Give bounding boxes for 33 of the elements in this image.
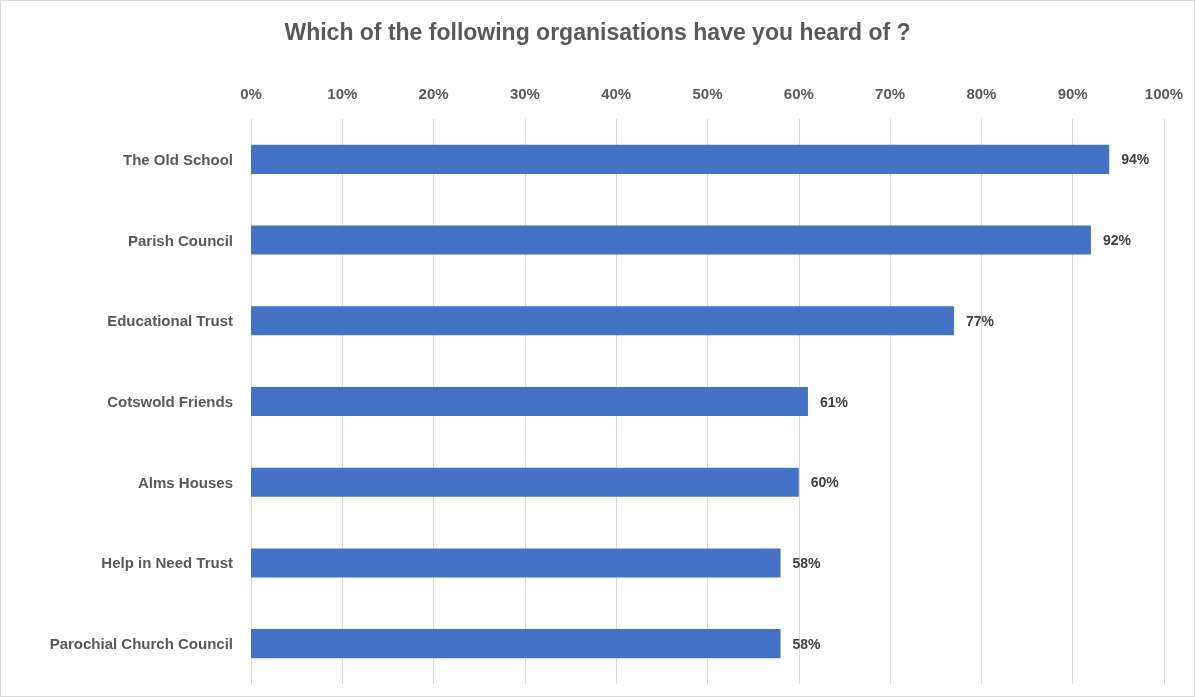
x-tick-label: 0%	[240, 85, 262, 102]
data-label: 94%	[1121, 151, 1150, 168]
x-tick-label: 70%	[875, 85, 906, 102]
x-tick-label: 50%	[692, 85, 723, 102]
data-label: 92%	[1102, 232, 1132, 249]
bar	[251, 548, 781, 578]
data-label: 77%	[966, 312, 995, 329]
bar	[251, 144, 1110, 174]
data-label: 61%	[819, 393, 849, 410]
x-tick-label: 60%	[783, 85, 814, 102]
x-tick-label: 40%	[601, 85, 632, 102]
bar	[251, 629, 781, 659]
bar	[251, 386, 808, 417]
data-label: 58%	[792, 635, 822, 652]
y-tick-label: Alms Houses	[137, 473, 233, 491]
x-tick-label: 90%	[1057, 85, 1088, 102]
x-tick-label: 20%	[418, 85, 449, 102]
x-tick-label: 100%	[1144, 85, 1184, 102]
y-tick-label: Parochial Church Council	[49, 635, 233, 653]
chart-title: Which of the following organisations have you heard of ?	[284, 18, 911, 45]
y-tick-label: Parish Council	[127, 231, 233, 249]
bar	[251, 306, 955, 336]
y-tick-label: Cotswold Friends	[107, 393, 233, 410]
data-label: 58%	[792, 554, 822, 571]
y-tick-label: Help in Need Trust	[101, 554, 233, 572]
y-tick-label: Educational Trust	[107, 312, 233, 330]
x-tick-label: 10%	[327, 85, 358, 102]
bar	[251, 225, 1091, 255]
bar	[251, 467, 799, 497]
x-tick-label: 30%	[509, 85, 540, 102]
x-tick-label: 80%	[966, 85, 997, 102]
data-label: 60%	[810, 474, 840, 491]
y-tick-label: The Old School	[122, 150, 233, 168]
